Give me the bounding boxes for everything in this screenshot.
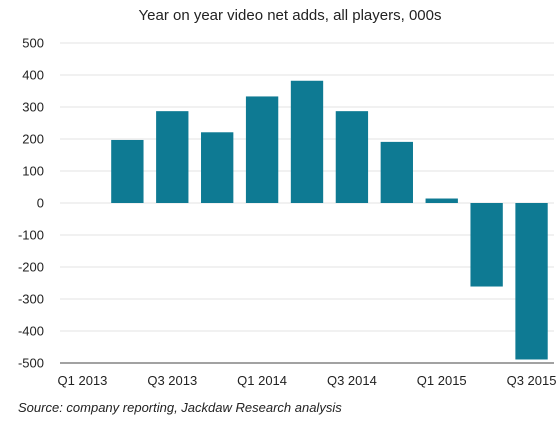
y-tick-label: 500 (22, 36, 44, 51)
bar (290, 80, 324, 203)
x-tick-label: Q3 2013 (147, 373, 197, 388)
bar (201, 132, 234, 203)
y-tick-label: 100 (22, 164, 44, 179)
x-tick-label: Q1 2014 (237, 373, 287, 388)
y-tick-label: -200 (18, 260, 44, 275)
bar (380, 141, 413, 203)
bar (111, 139, 144, 203)
x-tick-label: Q1 2013 (58, 373, 108, 388)
y-tick-label: -300 (18, 292, 44, 307)
bar (515, 203, 548, 360)
y-tick-label: 400 (22, 68, 44, 83)
bar (425, 198, 458, 203)
bar (156, 111, 189, 203)
bar (245, 96, 279, 203)
x-tick-label: Q1 2015 (417, 373, 467, 388)
bar (470, 203, 503, 287)
y-tick-label: 300 (22, 100, 44, 115)
y-tick-label: -400 (18, 324, 44, 339)
x-tick-label: Q3 2015 (507, 373, 557, 388)
x-axis-ticks: Q1 2013 Q3 2013 Q1 2014 Q3 2014 Q1 2015 Q3 20… (58, 373, 557, 388)
y-tick-label: -100 (18, 228, 44, 243)
x-tick-label: Q3 2014 (327, 373, 377, 388)
bar (335, 111, 369, 203)
y-tick-label: 0 (37, 196, 44, 211)
chart-title: Year on year video net adds, all players… (139, 7, 442, 24)
y-tick-label: -500 (18, 356, 44, 371)
source-note: Source: company reporting, Jackdaw Resea… (18, 400, 342, 415)
y-axis-ticks: 500 400 300 200 100 0 -100 -200 -300 -400 -500 (18, 36, 44, 371)
bars (111, 80, 548, 360)
y-tick-label: 200 (22, 132, 44, 147)
